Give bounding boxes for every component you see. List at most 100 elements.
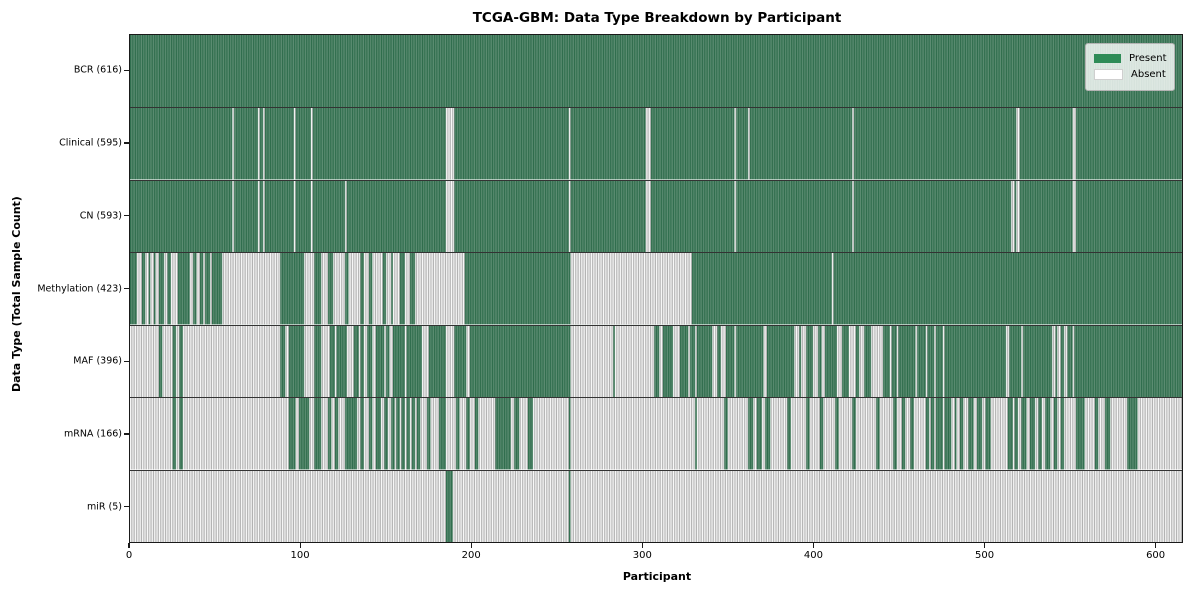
absent-run xyxy=(304,325,315,398)
legend: Present Absent xyxy=(1085,43,1175,91)
absent-run xyxy=(363,253,370,325)
absent-run xyxy=(162,325,173,398)
absent-run xyxy=(1006,325,1010,398)
absent-run xyxy=(1057,325,1061,398)
present-run xyxy=(416,398,421,470)
absent-run xyxy=(1072,108,1077,180)
x-tick-mark xyxy=(983,543,986,548)
present-run xyxy=(345,398,358,470)
absent-run xyxy=(1016,108,1020,180)
absent-run xyxy=(1016,180,1020,253)
present-run xyxy=(445,470,453,542)
absent-run xyxy=(813,325,819,398)
absent-run xyxy=(568,180,571,253)
present-run xyxy=(748,398,754,470)
absent-run xyxy=(925,325,928,398)
present-run xyxy=(391,398,395,470)
y-tick-mark xyxy=(124,142,129,144)
y-tick-label-clinical: Clinical (595) xyxy=(59,137,122,149)
present-run xyxy=(876,398,880,470)
absent-run xyxy=(1011,180,1015,253)
absent-run xyxy=(821,325,826,398)
absent-run xyxy=(203,253,206,325)
absent-run xyxy=(263,180,265,253)
absent-run xyxy=(695,325,697,398)
absent-run xyxy=(1072,325,1075,398)
row-mir xyxy=(130,469,1182,542)
present-run xyxy=(299,398,310,470)
present-run xyxy=(695,398,697,470)
absent-run xyxy=(568,108,571,180)
present-run xyxy=(968,398,974,470)
absent-run xyxy=(934,325,937,398)
absent-run xyxy=(422,325,429,398)
legend-entry-absent: Absent xyxy=(1094,67,1166,82)
present-run xyxy=(1014,398,1019,470)
absent-run xyxy=(384,325,387,398)
absent-run xyxy=(334,325,337,398)
legend-present-label: Present xyxy=(1129,53,1167,64)
x-tick-label-400: 400 xyxy=(803,550,823,561)
present-run xyxy=(527,398,534,470)
y-tick-mark xyxy=(124,215,129,217)
absent-run xyxy=(164,253,168,325)
absent-run xyxy=(466,325,470,398)
present-run xyxy=(1094,398,1099,470)
absent-run xyxy=(304,253,315,325)
absent-run xyxy=(445,180,455,253)
present-run xyxy=(1076,398,1085,470)
absent-run xyxy=(659,325,663,398)
absent-run xyxy=(145,253,149,325)
present-run xyxy=(724,398,728,470)
absent-run xyxy=(831,253,834,325)
absent-run xyxy=(688,325,691,398)
absent-run xyxy=(794,325,800,398)
x-tick-mark xyxy=(641,543,643,548)
absent-run xyxy=(155,253,160,325)
present-run xyxy=(568,470,571,542)
absent-run xyxy=(852,180,855,253)
present-run xyxy=(819,398,824,470)
present-run xyxy=(406,398,411,470)
present-run xyxy=(1053,398,1058,470)
absent-run xyxy=(258,180,260,253)
absent-run xyxy=(859,325,865,398)
absent-run xyxy=(889,325,892,398)
x-tick-mark xyxy=(1155,543,1157,548)
present-run xyxy=(985,398,991,470)
absent-run xyxy=(258,108,260,180)
row-methylation xyxy=(130,252,1182,325)
present-run xyxy=(288,398,296,470)
absent-run xyxy=(645,108,651,180)
present-run xyxy=(401,398,405,470)
absent-run xyxy=(150,253,154,325)
absent-run xyxy=(748,108,750,180)
present-run xyxy=(369,398,373,470)
absent-run xyxy=(1064,325,1068,398)
legend-entry-present: Present xyxy=(1094,51,1167,66)
y-tick-label-maf: MAF (396) xyxy=(73,355,122,367)
x-tick-label-200: 200 xyxy=(461,550,481,561)
absent-run xyxy=(321,253,329,325)
row-maf xyxy=(130,324,1182,398)
absent-run xyxy=(232,180,235,253)
x-tick-label-100: 100 xyxy=(290,550,310,561)
absent-run xyxy=(293,108,296,180)
y-tick-label-mir: miR (5) xyxy=(87,501,122,513)
absent-run xyxy=(734,180,737,253)
absent-run xyxy=(896,325,899,398)
absent-run xyxy=(734,108,737,180)
present-base-band xyxy=(130,108,1182,180)
row-clinical xyxy=(130,107,1182,180)
absent-run xyxy=(871,325,884,398)
absent-run xyxy=(1072,180,1077,253)
absent-run xyxy=(345,180,347,253)
absent-run xyxy=(232,108,235,180)
absent-run xyxy=(196,253,201,325)
present-run xyxy=(384,398,388,470)
legend-absent-label: Absent xyxy=(1131,69,1166,80)
absent-run xyxy=(170,253,178,325)
absent-run xyxy=(1021,325,1024,398)
absent-run xyxy=(712,325,718,398)
